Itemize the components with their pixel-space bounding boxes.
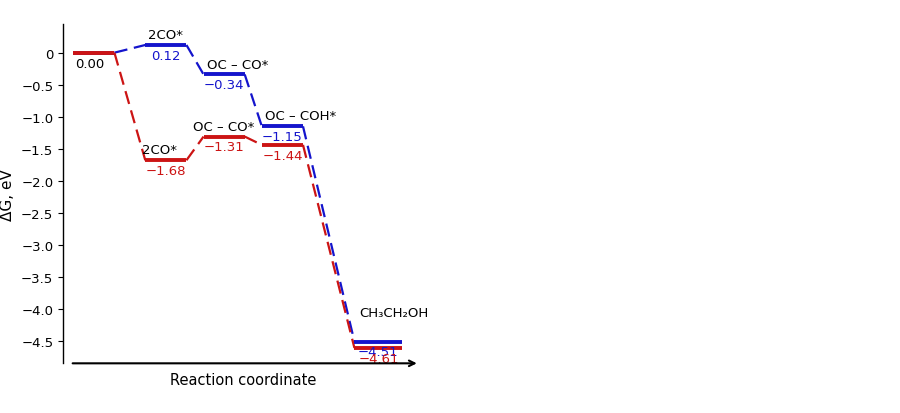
Text: OC – COH*: OC – COH* — [266, 110, 337, 123]
Text: −1.44: −1.44 — [262, 150, 302, 162]
Y-axis label: ΔG, eV: ΔG, eV — [1, 168, 15, 220]
Text: −1.68: −1.68 — [146, 165, 186, 178]
Text: 0.12: 0.12 — [151, 50, 181, 63]
Text: 2CO*: 2CO* — [142, 144, 177, 157]
Text: OC – CO*: OC – CO* — [194, 121, 255, 133]
Text: −4.51: −4.51 — [358, 346, 399, 358]
Text: 2CO*: 2CO* — [148, 29, 184, 42]
Text: −0.34: −0.34 — [204, 79, 245, 92]
Text: −1.15: −1.15 — [262, 131, 302, 144]
X-axis label: Reaction coordinate: Reaction coordinate — [170, 372, 316, 387]
Text: −1.31: −1.31 — [203, 141, 245, 154]
Text: 0.00: 0.00 — [75, 57, 104, 70]
Text: OC – CO*: OC – CO* — [207, 59, 268, 71]
Text: −4.61: −4.61 — [358, 352, 399, 365]
Text: CH₃CH₂OH: CH₃CH₂OH — [360, 306, 428, 319]
